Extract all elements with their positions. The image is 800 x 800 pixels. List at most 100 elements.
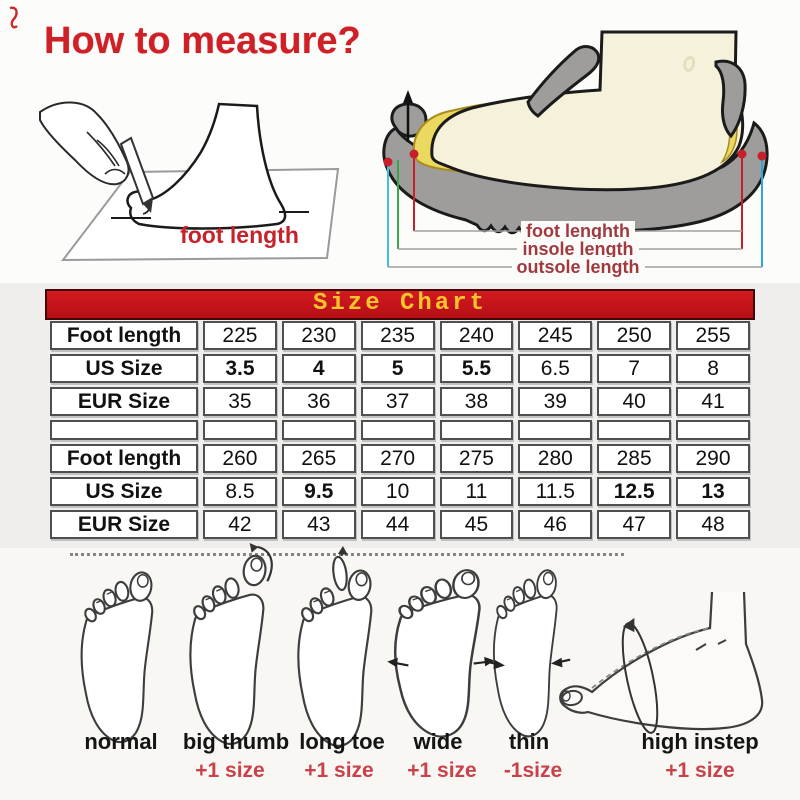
thin-arrow-right (551, 657, 563, 668)
shoe-cross-section-illustration (382, 30, 769, 268)
shoe-outsole-length-text: outsole length (511, 257, 645, 277)
foot-type-label-big-thumb: big thumb (182, 729, 290, 754)
shoe-insole-length-label: insole length (473, 239, 683, 259)
measure-endpoint-dots (383, 149, 767, 167)
shoe-insole-length-text: insole length (517, 239, 639, 259)
thin-arrow-left (493, 659, 505, 670)
size-cell: 240 (439, 321, 514, 350)
size-cell: 12.5 (597, 477, 672, 506)
foot-wide-illustration (387, 567, 495, 738)
size-cell: 36 (281, 387, 356, 416)
foot-long-toe-illustration (297, 546, 374, 747)
size-adjust-thin: -1size (503, 759, 563, 782)
size-cell: 38 (439, 387, 514, 416)
size-cell (676, 420, 750, 440)
table-row-us-size-1: US Size 3.5 4 5 5.5 6.5 7 8 (50, 354, 750, 383)
size-cell: 8 (676, 354, 750, 383)
size-cell (360, 420, 435, 440)
shoe-foot-length-text: foot lenghth (521, 221, 635, 241)
table-row-eur-size-2: EUR Size 42 43 44 45 46 47 48 (50, 510, 750, 539)
table-spacer-row (50, 420, 750, 440)
size-cell: 280 (518, 444, 593, 473)
size-cell (597, 420, 672, 440)
table-row-eur-size-1: EUR Size 35 36 37 38 39 40 41 (50, 387, 750, 416)
instep-loop-arrow (621, 617, 659, 734)
size-cell (203, 420, 277, 440)
size-cell: 48 (676, 510, 750, 539)
size-adjust-big-thumb: +1 size (195, 759, 265, 782)
size-cell: 255 (676, 321, 750, 350)
size-cell: 245 (518, 321, 593, 350)
foot-big-thumb-illustration (189, 542, 273, 745)
size-cell: 41 (676, 387, 750, 416)
foot-in-shoe-shape (430, 30, 745, 192)
size-cell: 290 (676, 444, 750, 473)
size-chart-banner: Size Chart (45, 289, 755, 320)
size-cell: 5.5 (439, 354, 514, 383)
size-cell: 270 (360, 444, 435, 473)
size-cell: 230 (281, 321, 356, 350)
foot-type-label-wide: wide (413, 729, 463, 754)
row-label: US Size (50, 354, 198, 383)
size-cell: 285 (597, 444, 672, 473)
size-cell (439, 420, 514, 440)
size-cell: 6.5 (518, 354, 593, 383)
size-cell: 8.5 (203, 477, 277, 506)
table-row-foot-length-1: Foot length 225 230 235 240 245 250 255 (50, 321, 750, 350)
size-cell: 9.5 (281, 477, 356, 506)
size-chart-table: Foot length 225 230 235 240 245 250 255 … (45, 317, 755, 543)
size-cell: 46 (518, 510, 593, 539)
foot-normal-illustration (80, 569, 155, 744)
size-cell: 260 (203, 444, 277, 473)
up-arrow (403, 90, 413, 103)
size-cell (50, 420, 198, 440)
size-cell: 275 (439, 444, 514, 473)
foot-thin-illustration (485, 567, 571, 738)
foot-tracing-illustration (39, 101, 340, 262)
size-cell: 225 (203, 321, 277, 350)
shoe-outsole-length-label: outsole length (473, 257, 683, 277)
size-cell: 235 (360, 321, 435, 350)
size-cell: 42 (203, 510, 277, 539)
size-cell: 40 (597, 387, 672, 416)
row-label: Foot length (50, 321, 198, 350)
size-cell: 43 (281, 510, 356, 539)
size-adjust-high-instep: +1 size (665, 759, 735, 782)
size-adjust-wide: +1 size (407, 759, 477, 782)
foot-length-trace-label: foot length (180, 222, 299, 248)
row-label: US Size (50, 477, 198, 506)
size-cell: 44 (360, 510, 435, 539)
size-cell: 4 (281, 354, 356, 383)
size-cell: 39 (518, 387, 593, 416)
size-adjust-long-toe: +1 size (304, 759, 374, 782)
size-cell (518, 420, 593, 440)
size-cell: 7 (597, 354, 672, 383)
row-label: Foot length (50, 444, 198, 473)
size-cell: 11 (439, 477, 514, 506)
page-title: How to measure? (44, 20, 361, 62)
size-cell: 10 (360, 477, 435, 506)
foot-type-label-normal: normal (84, 729, 158, 754)
foot-type-label-thin: thin (508, 729, 550, 754)
size-cell: 35 (203, 387, 277, 416)
red-mark-artifact (9, 6, 18, 29)
size-cell: 37 (360, 387, 435, 416)
size-cell: 47 (597, 510, 672, 539)
size-cell: 45 (439, 510, 514, 539)
size-cell: 11.5 (518, 477, 593, 506)
tongue-strap-shape (526, 45, 601, 118)
long-toe-arrow (338, 546, 348, 555)
size-cell: 250 (597, 321, 672, 350)
foot-type-label-high-instep: high instep (641, 729, 759, 754)
table-row-us-size-2: US Size 8.5 9.5 10 11 11.5 12.5 13 (50, 477, 750, 506)
table-row-foot-length-2: Foot length 260 265 270 275 280 285 290 (50, 444, 750, 473)
shoe-foot-length-label: foot lenghth (473, 221, 683, 241)
size-cell: 3.5 (203, 354, 277, 383)
wide-arrow-left (387, 657, 398, 668)
row-label: EUR Size (50, 387, 198, 416)
big-thumb-arrow (249, 542, 259, 553)
size-cell: 265 (281, 444, 356, 473)
row-label: EUR Size (50, 510, 198, 539)
hand-illustration (39, 101, 130, 186)
